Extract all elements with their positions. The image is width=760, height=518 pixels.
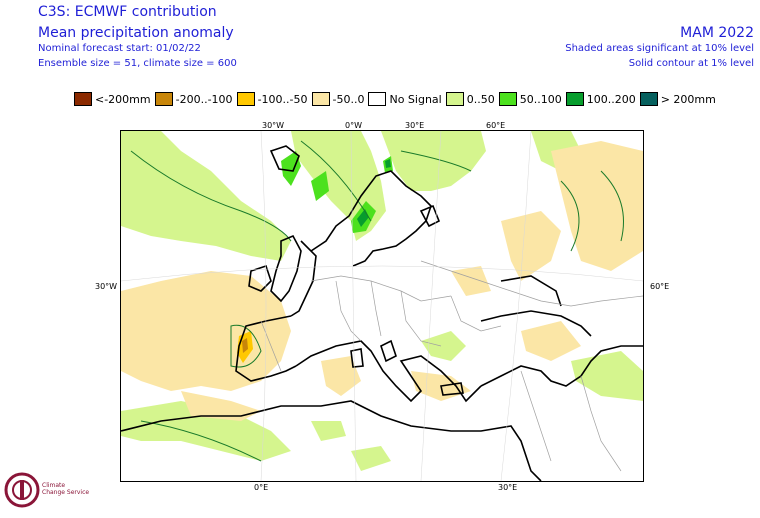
forecast-start: Nominal forecast start: 01/02/22 [38, 43, 201, 54]
ensemble-size: Ensemble size = 51, climate size = 600 [38, 58, 237, 69]
logo-text: Climate Change Service [42, 482, 90, 496]
significance-shaded-note: Shaded areas significant at 10% level [565, 43, 754, 54]
color-legend: <-200mm -200..-100 -100..-50 -50..0 No Signa… [74, 92, 720, 106]
legend-label: No Signal [389, 92, 442, 106]
precipitation-map [120, 130, 644, 482]
map-subtitle: Mean precipitation anomaly [38, 25, 234, 41]
lat-label-right: 60°E [650, 282, 670, 291]
legend-label: -200..-100 [175, 92, 233, 106]
significance-contour-note: Solid contour at 1% level [628, 58, 754, 69]
legend-swatch [236, 92, 255, 106]
legend-swatch [445, 92, 464, 106]
logo-mark-icon [4, 472, 40, 508]
legend-item: No Signal [368, 92, 442, 106]
legend-item: 50..100 [498, 92, 562, 106]
lon-label-top-2: 0°W [345, 121, 362, 130]
lon-label-bottom-1: 0°E [254, 483, 269, 492]
copernicus-logo: Climate Change Service [4, 470, 104, 514]
legend-item: -200..-100 [154, 92, 233, 106]
lon-label-bottom-2: 30°E [498, 483, 518, 492]
lon-label-top-3: 30°E [405, 121, 425, 130]
legend-item: > 200mm [639, 92, 716, 106]
legend-label: 0..50 [466, 92, 495, 106]
legend-swatch [565, 92, 584, 106]
lon-label-top-4: 60°E [486, 121, 506, 130]
legend-label: -50..0 [332, 92, 365, 106]
legend-swatch [368, 92, 387, 106]
map-canvas [121, 131, 643, 481]
legend-label: 100..200 [586, 92, 636, 106]
legend-item: <-200mm [74, 92, 151, 106]
lat-label-left: 30°W [95, 282, 118, 291]
legend-item: 100..200 [565, 92, 636, 106]
positive-anomaly-areas [121, 131, 643, 471]
legend-item: -50..0 [311, 92, 365, 106]
legend-swatch [639, 92, 658, 106]
legend-swatch [498, 92, 517, 106]
coastlines [121, 145, 643, 481]
strong-negative-areas [242, 338, 248, 353]
legend-item: -100..-50 [236, 92, 308, 106]
legend-label: 50..100 [519, 92, 562, 106]
country-borders [260, 260, 643, 472]
legend-label: <-200mm [95, 92, 151, 106]
season-label: MAM 2022 [680, 25, 754, 41]
map-title: C3S: ECMWF contribution [38, 4, 217, 20]
significance-contours [130, 140, 624, 462]
legend-swatch [74, 92, 92, 106]
legend-label: -100..-50 [257, 92, 308, 106]
lon-label-top-1: 30°W [262, 121, 285, 130]
legend-item: 0..50 [445, 92, 495, 106]
legend-swatch [311, 92, 330, 106]
legend-swatch [154, 92, 173, 106]
legend-label: > 200mm [660, 92, 716, 106]
graticule [121, 131, 643, 481]
